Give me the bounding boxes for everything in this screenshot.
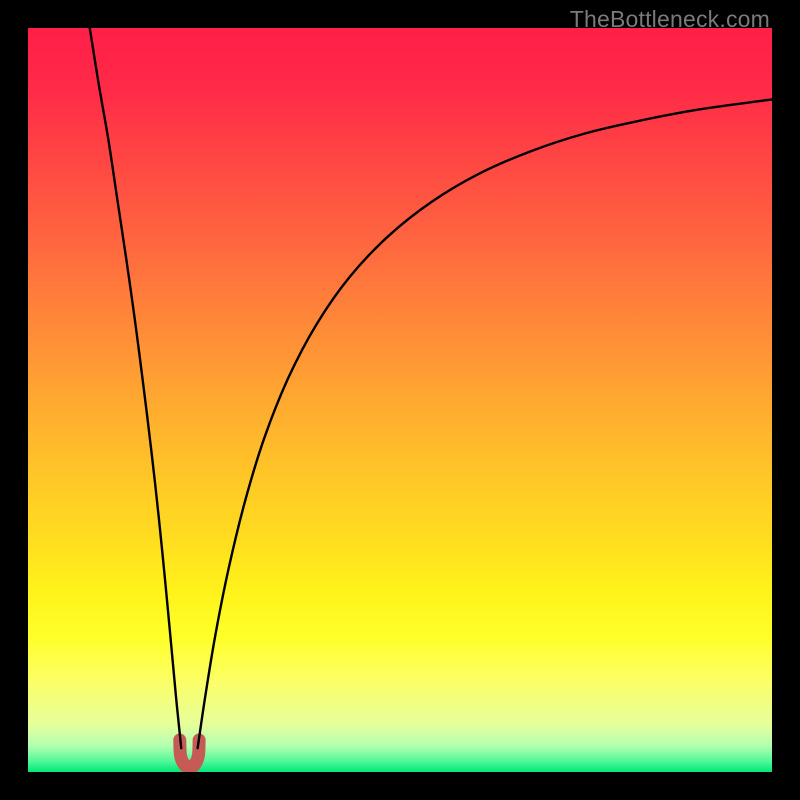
chart-svg: [28, 28, 772, 772]
chart-plot-area: [28, 28, 772, 772]
watermark-text: TheBottleneck.com: [570, 6, 770, 33]
chart-background: [28, 28, 772, 772]
